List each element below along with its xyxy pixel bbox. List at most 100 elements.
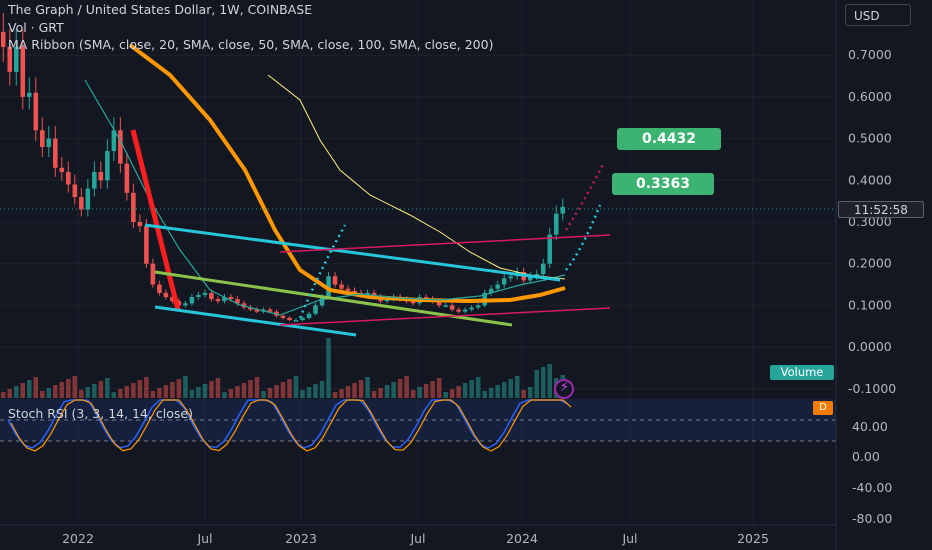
- candle-body: [410, 301, 416, 304]
- volume-bar: [501, 382, 507, 398]
- volume-bar: [482, 391, 487, 398]
- currency-button[interactable]: USD: [845, 4, 911, 26]
- candle-body: [163, 292, 169, 298]
- candle-body: [26, 92, 32, 97]
- candle-body: [254, 309, 260, 312]
- volume-bar: [157, 388, 162, 398]
- ma-ribbon-legend[interactable]: MA Ribbon (SMA, close, 20, SMA, close, 5…: [8, 37, 494, 52]
- volume-bar: [521, 390, 526, 398]
- volume-bar: [111, 392, 117, 398]
- price-tick-label: 0.0000: [848, 339, 892, 354]
- volume-bar: [105, 378, 110, 398]
- volume-bar: [397, 379, 403, 398]
- volume-bar: [0, 392, 6, 398]
- candle-body: [384, 299, 390, 302]
- volume-bar: [384, 385, 390, 398]
- time-axis: 2022 Jul 2023 Jul 2024 Jul 2025: [62, 531, 769, 546]
- volume-legend[interactable]: Vol · GRT: [8, 20, 64, 35]
- volume-bar: [534, 370, 540, 398]
- time-tick-label: Jul: [196, 531, 212, 546]
- candle-body: [157, 284, 162, 293]
- volume-bar: [430, 381, 435, 398]
- volume-bar: [443, 392, 448, 398]
- volume-bar: [176, 379, 182, 398]
- volume-bar: [261, 391, 266, 398]
- ma-orange-line: [128, 43, 566, 304]
- candle-body: [306, 313, 312, 318]
- volume-bar: [410, 390, 416, 398]
- volume-bar: [170, 382, 175, 398]
- candle-body: [170, 297, 175, 302]
- stoch-tick-label: 40.00: [852, 419, 888, 434]
- volume-bar: [449, 389, 455, 398]
- volume-bar: [183, 376, 188, 398]
- volume-bar: [293, 376, 299, 398]
- candle-body: [59, 167, 65, 172]
- candle-body: [560, 206, 566, 214]
- time-tick-label: 2024: [506, 531, 538, 546]
- candle-body: [53, 138, 58, 168]
- candle-body: [313, 305, 318, 314]
- candle-body: [183, 303, 188, 306]
- candle-body: [144, 226, 149, 264]
- volume-bar: [189, 390, 195, 398]
- candle-body: [20, 46, 26, 97]
- candle-body: [352, 290, 357, 293]
- candle-body: [196, 294, 201, 298]
- volume-bar: [274, 385, 279, 398]
- stoch-d-line: [10, 399, 572, 452]
- time-tick-label: Jul: [409, 531, 425, 546]
- candle-body: [137, 222, 143, 227]
- volume-bar: [13, 386, 19, 398]
- volume-bar: [345, 386, 351, 398]
- pink-resistance-line: [279, 234, 611, 253]
- candle-body: [13, 46, 19, 72]
- stoch-rsi-legend[interactable]: Stoch RSI (3, 3, 14, 14, close): [8, 406, 193, 421]
- candle-body: [475, 305, 481, 308]
- volume-bar: [313, 384, 318, 398]
- candle-body: [40, 130, 45, 147]
- volume-bar: [456, 386, 461, 398]
- time-tick-label: 2023: [285, 531, 317, 546]
- candle-body: [46, 138, 52, 147]
- ma-teal-line: [84, 79, 566, 316]
- candle-body: [534, 274, 540, 277]
- volume-bar: [365, 377, 370, 398]
- candle-body: [547, 234, 553, 264]
- candle-body: [287, 317, 292, 320]
- volume-bar: [326, 338, 331, 398]
- candle-body: [0, 31, 6, 47]
- volume-bar: [436, 378, 442, 398]
- volume-bar: [118, 389, 123, 398]
- candle-body: [495, 284, 500, 289]
- currency-label: USD: [854, 9, 880, 23]
- price-countdown-tag: 11:52:58: [838, 201, 924, 218]
- symbol-title[interactable]: The Graph / United States Dollar, 1W, CO…: [8, 2, 313, 17]
- candle-body: [7, 46, 13, 72]
- candle-body: [339, 284, 344, 289]
- candle-body: [79, 196, 84, 210]
- time-tick-label: Jul: [621, 531, 637, 546]
- volume-bar: [319, 381, 325, 398]
- volume-bar: [417, 387, 422, 398]
- candle-body: [111, 130, 117, 152]
- volume-bar: [150, 391, 156, 398]
- volume-bar: [339, 389, 344, 398]
- candle-body: [345, 288, 351, 291]
- volume-bar: [248, 380, 253, 398]
- volume-bar: [79, 390, 84, 398]
- volume-bar: [46, 388, 52, 398]
- candles: [0, 12, 566, 322]
- volume-bar: [287, 379, 292, 398]
- candle-body: [540, 263, 546, 275]
- volume-bar: [241, 383, 247, 398]
- candle-body: [462, 309, 468, 312]
- volume-bar: [40, 391, 45, 398]
- candle-body: [332, 276, 338, 285]
- lightning-icon[interactable]: ⚡: [554, 379, 574, 399]
- candle-body: [248, 307, 253, 310]
- volume-bar: [300, 390, 305, 398]
- candle-body: [124, 163, 130, 193]
- candle-body: [202, 292, 208, 295]
